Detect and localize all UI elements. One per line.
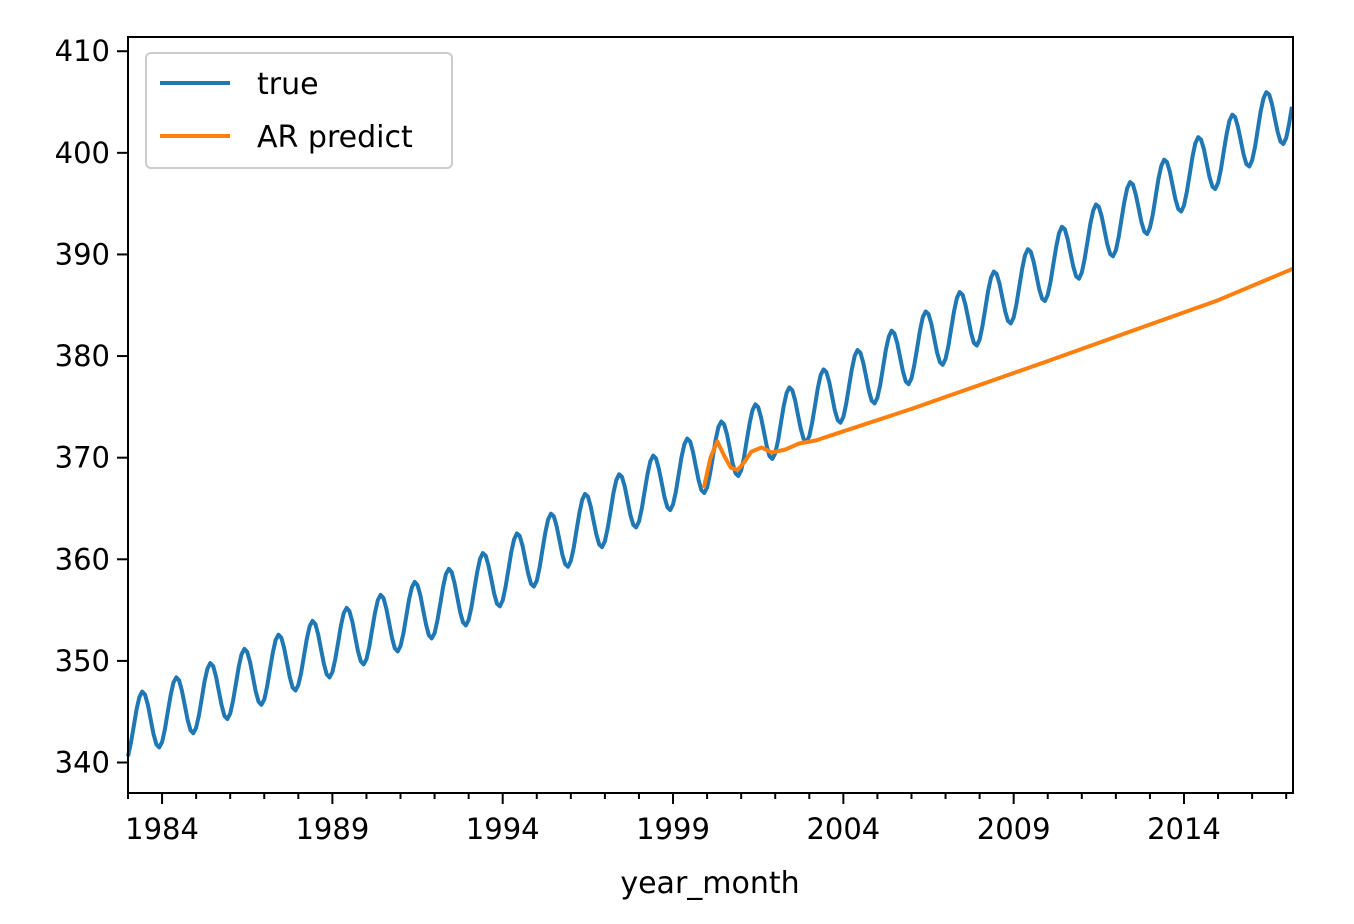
x-tick-label: 1989: [295, 812, 369, 846]
x-axis-title: year_month: [620, 866, 799, 901]
series-line-true: [126, 90, 1294, 757]
y-tick-label: 410: [55, 34, 110, 68]
legend-label-ar-predict: AR predict: [257, 120, 413, 155]
x-axis-ticks: 1984 1989 1994 1999 2004 2009 2014: [125, 793, 1288, 846]
y-tick-label: 350: [55, 644, 110, 678]
series-layer: [126, 90, 1294, 757]
y-tick-label: 370: [55, 441, 110, 475]
y-tick-label: 340: [55, 746, 110, 780]
y-tick-label: 360: [55, 542, 110, 576]
legend: true AR predict: [145, 52, 453, 169]
x-tick-label: 1994: [466, 812, 540, 846]
y-tick-label: 390: [55, 237, 110, 271]
axes-layer: [127, 36, 1294, 794]
y-tick-label: 380: [55, 339, 110, 373]
x-tick-label: 2004: [806, 812, 880, 846]
y-tick-label: 400: [55, 136, 110, 170]
plot-frame: [127, 36, 1294, 794]
series-line-ar-predict: [701, 266, 1294, 489]
x-tick-label: 2014: [1147, 812, 1221, 846]
x-tick-label: 1984: [125, 812, 199, 846]
x-tick-label: 2009: [977, 812, 1051, 846]
legend-label-true: true: [257, 67, 319, 102]
y-axis-ticks: 340 350 360 370 380 390 400 410: [55, 34, 128, 780]
x-tick-label: 1999: [636, 812, 710, 846]
